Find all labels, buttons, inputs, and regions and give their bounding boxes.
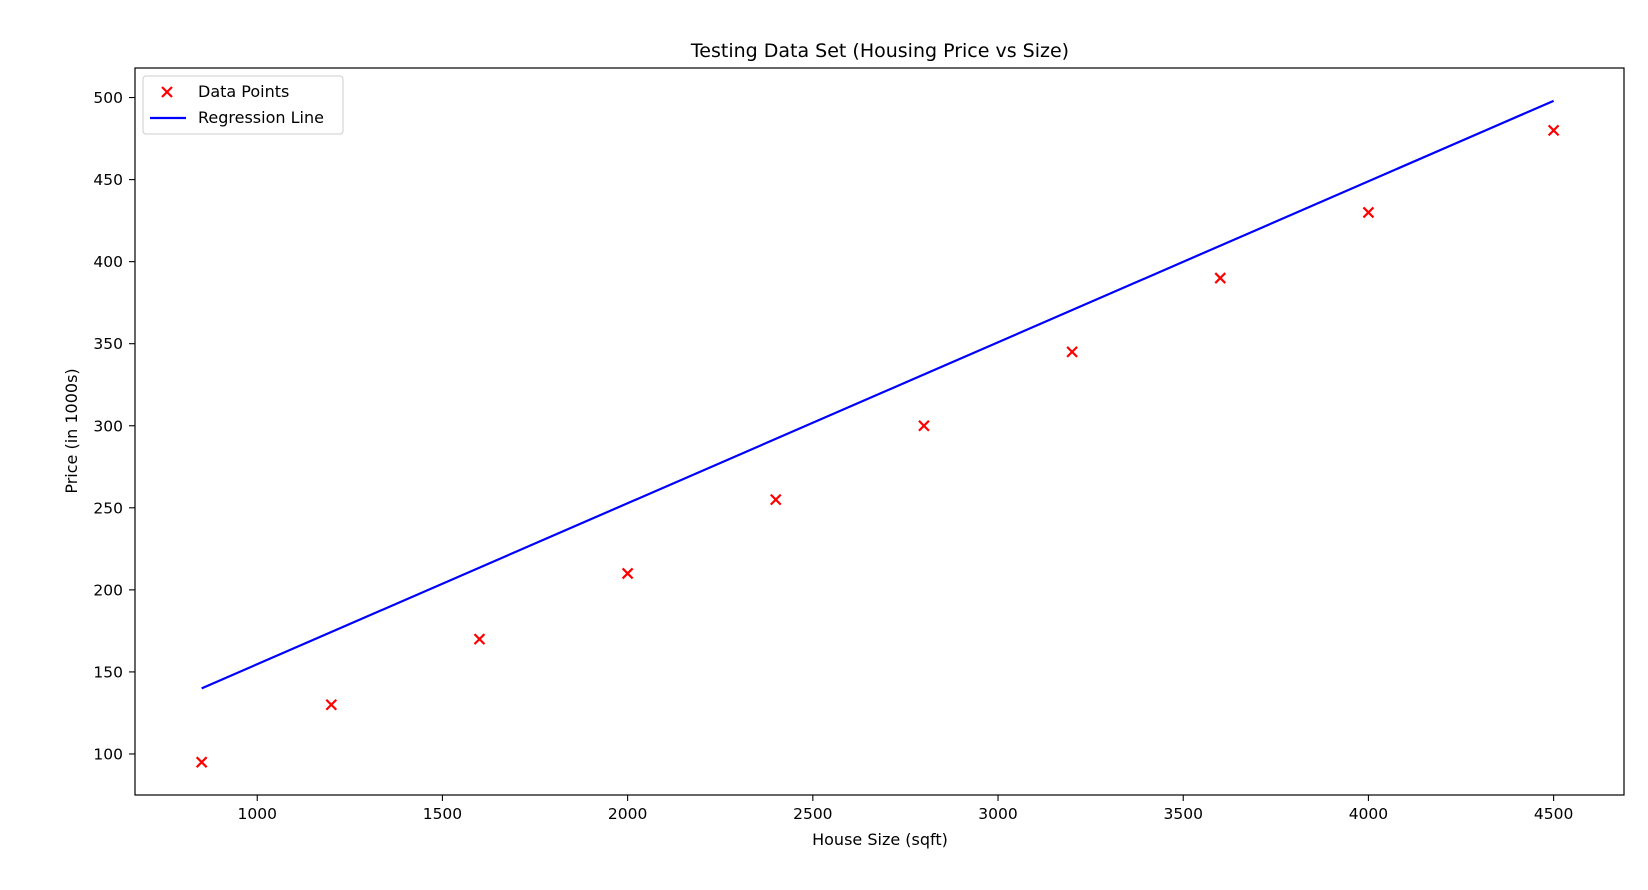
legend-marker-data-points <box>161 86 173 98</box>
x-tick-label: 2000 <box>608 805 647 823</box>
legend: Data Points Regression Line <box>142 75 344 135</box>
x-tick-label: 1000 <box>238 805 277 823</box>
y-tick-label: 350 <box>93 335 123 353</box>
data-point <box>1547 124 1560 137</box>
chart-title: Testing Data Set (Housing Price vs Size) <box>690 40 1069 62</box>
data-point <box>621 567 634 580</box>
x-tick-label: 3000 <box>978 805 1017 823</box>
plot-area-frame <box>134 67 1625 796</box>
data-point <box>1362 206 1375 219</box>
y-axis-label: Price (in 1000s) <box>62 368 81 493</box>
y-tick-label: 450 <box>93 171 123 189</box>
y-tick-label: 500 <box>93 89 123 107</box>
y-tick-label: 150 <box>93 663 123 681</box>
x-axis-label: House Size (sqft) <box>812 830 948 849</box>
plot-series <box>195 99 1560 768</box>
data-point <box>1214 272 1227 284</box>
data-point <box>195 756 208 768</box>
y-tick-label: 250 <box>93 499 123 517</box>
legend-x-marker <box>161 86 173 98</box>
legend-label-data-points: Data Points <box>198 82 289 101</box>
data-point <box>770 493 782 506</box>
x-tick-label: 2500 <box>793 805 832 823</box>
x-tick-label: 3500 <box>1163 805 1202 823</box>
y-tick-label: 100 <box>93 745 123 763</box>
data-point <box>325 698 338 711</box>
x-tick-label: 4500 <box>1534 805 1573 823</box>
legend-box <box>142 75 344 135</box>
x-tick-label: 1500 <box>423 805 462 823</box>
y-tick-label: 200 <box>93 581 123 599</box>
y-tick-label: 400 <box>93 253 123 271</box>
legend-label-regression-line: Regression Line <box>198 108 324 127</box>
data-point <box>1066 346 1078 358</box>
y-tick-label: 300 <box>93 417 123 435</box>
data-point <box>918 419 930 432</box>
axis-ticks: 1000 1500 2000 2500 3000 3500 4000 4500 100 150 20… <box>93 89 1573 823</box>
data-point <box>473 633 486 645</box>
x-tick-label: 4000 <box>1349 805 1388 823</box>
regression-line <box>201 99 1555 690</box>
